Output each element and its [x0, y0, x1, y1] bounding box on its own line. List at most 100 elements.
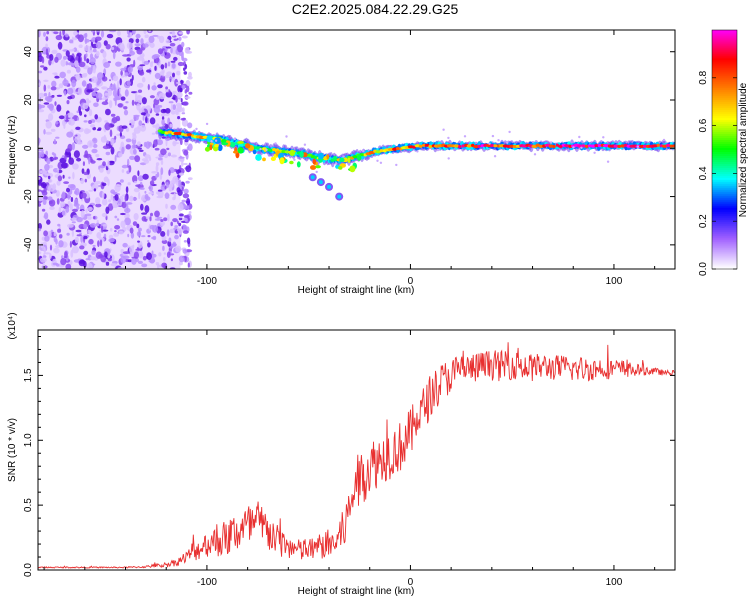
colorbar: 0.0 0.2 0.4 0.6 0.8 Normalized spectral ampl… — [698, 29, 749, 276]
colorbar-step — [712, 131, 737, 135]
noise-speckle — [157, 216, 163, 219]
noise-speckle — [149, 180, 155, 186]
ridge-speck — [376, 159, 379, 162]
noise-speckle — [92, 244, 96, 247]
ridge-blob — [299, 151, 304, 158]
ridge-speck — [593, 151, 596, 154]
noise-speckle — [139, 187, 145, 190]
noise-speckle — [56, 263, 60, 267]
noise-speckle — [38, 82, 41, 86]
colorbar-step — [712, 253, 737, 256]
noise-speckle — [101, 182, 107, 187]
ridge-speck — [395, 163, 398, 167]
ridge-blob — [356, 154, 362, 161]
noise-speckle — [50, 128, 56, 132]
noise-speckle — [91, 91, 97, 97]
snr-y-ticks: 0.0 0.5 1.0 1.5 — [23, 335, 675, 577]
colorbar-step — [712, 203, 737, 206]
noise-speckle — [43, 79, 49, 83]
noise-speckle — [78, 56, 81, 64]
noise-speckle — [75, 134, 78, 137]
noise-speckle — [67, 96, 73, 100]
noise-speckle — [38, 103, 42, 110]
noise-speckle — [156, 171, 160, 178]
noise-speckle — [135, 38, 140, 44]
noise-speckle — [123, 106, 128, 110]
colorbar-step — [712, 111, 737, 115]
ridge-speck — [334, 162, 338, 165]
noise-speckle — [86, 262, 93, 269]
ridge-core — [656, 143, 660, 147]
noise-speckle — [38, 30, 41, 38]
snr-frame — [37, 329, 676, 571]
colorbar-step — [712, 219, 737, 222]
noise-speckle — [43, 129, 46, 135]
noise-speckle — [81, 74, 85, 78]
colorbar-step — [712, 259, 737, 262]
spectrogram-x-axis-label: Height of straight line (km) — [298, 285, 415, 296]
ridge-core — [490, 144, 495, 148]
noise-speckle — [103, 233, 107, 238]
noise-speckle — [110, 194, 114, 201]
ridge-speck — [493, 155, 497, 158]
noise-speckle — [101, 198, 108, 206]
noise-speckle — [43, 102, 50, 105]
noise-speckle — [133, 251, 139, 259]
colorbar-step — [712, 51, 737, 55]
noise-speckle — [113, 204, 119, 207]
noise-speckle — [165, 46, 172, 49]
noise-speckle — [138, 191, 141, 200]
ridge-blob — [270, 156, 276, 161]
noise-speckle — [45, 48, 49, 56]
noise-speckle — [95, 41, 102, 49]
ridge-blob — [217, 144, 223, 152]
noise-speckle — [160, 167, 164, 176]
ridge-speck — [463, 135, 467, 138]
noise-speckle — [38, 244, 45, 252]
noise-speckle — [95, 180, 101, 185]
noise-speckle — [140, 181, 143, 186]
noise-speckle — [121, 169, 125, 173]
noise-speckle — [138, 70, 145, 76]
noise-speckle — [117, 30, 121, 37]
noise-speckle — [121, 146, 125, 155]
noise-speckle — [163, 252, 167, 255]
noise-speckle — [162, 245, 165, 251]
noise-speckle — [109, 227, 113, 232]
noise-speckle — [141, 158, 149, 162]
noise-speckle — [165, 86, 169, 90]
noise-speckle — [161, 116, 165, 121]
noise-speckle — [170, 60, 176, 63]
noise-speckle — [83, 235, 88, 240]
noise-speckle — [93, 216, 96, 220]
noise-speckle — [101, 101, 109, 106]
noise-speckle — [172, 104, 177, 110]
noise-speckle — [167, 35, 172, 41]
noise-speckle — [119, 78, 122, 86]
noise-speckle — [78, 259, 86, 267]
noise-speckle — [157, 84, 163, 89]
ridge-core — [493, 144, 498, 148]
noise-speckle — [97, 240, 100, 248]
noise-speckle — [66, 100, 70, 105]
ridge-speck — [274, 142, 277, 145]
noise-speckle — [103, 62, 110, 68]
noise-speckle — [156, 139, 163, 146]
ridge-core — [473, 145, 479, 149]
noise-speckle — [183, 67, 186, 71]
colorbar-step — [712, 115, 737, 119]
colorbar-step — [712, 113, 737, 117]
noise-speckle — [141, 263, 148, 268]
noise-speckle — [73, 150, 80, 159]
noise-speckle — [135, 248, 142, 251]
noise-speckle — [184, 47, 190, 54]
tail-point — [337, 194, 342, 199]
colorbar-step — [712, 67, 737, 71]
noise-speckle — [124, 72, 129, 77]
noise-speckle — [164, 185, 167, 190]
noise-speckle — [107, 257, 112, 262]
noise-speckle — [154, 147, 160, 151]
noise-speckle — [154, 72, 161, 79]
noise-speckle — [108, 234, 114, 239]
noise-speckle — [115, 61, 122, 67]
